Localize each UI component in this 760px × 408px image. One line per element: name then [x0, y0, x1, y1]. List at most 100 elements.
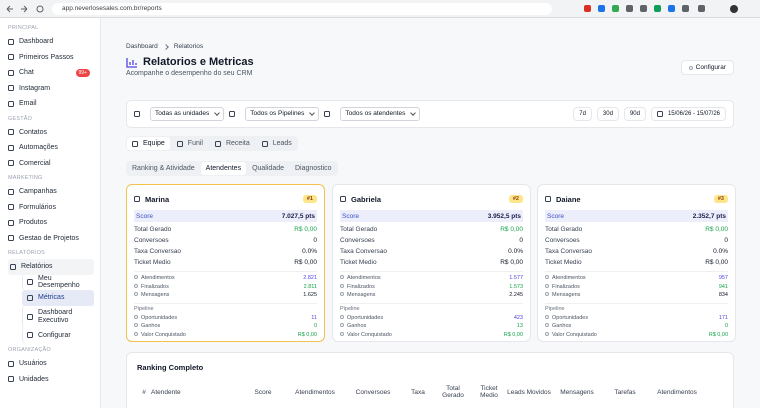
tab-label: Equipe	[143, 140, 165, 147]
metric-value: 0.0%	[713, 248, 728, 255]
metric-value: 0	[724, 237, 728, 244]
nav-item[interactable]: Formulários	[8, 200, 94, 216]
subtab[interactable]: Atendentes	[200, 162, 247, 175]
tabs: Equipe Funil Receita Leads	[126, 136, 298, 151]
column-header[interactable]: Conversoes	[355, 388, 391, 396]
stat-icon	[134, 283, 138, 288]
nav-item[interactable]: Instagram	[8, 81, 94, 97]
metric-value: 0	[519, 237, 523, 244]
column-header[interactable]: #	[142, 388, 146, 396]
column-header[interactable]: Atendimentos	[657, 388, 697, 396]
metric-row: Ticket Medio R$ 0,00	[340, 257, 523, 268]
subtab[interactable]: Qualidade	[252, 165, 284, 172]
stat-row: Oportunidades 423	[340, 314, 523, 323]
date-range[interactable]: 15/06/26 - 15/07/26	[650, 107, 726, 121]
filter-icon	[229, 111, 236, 117]
stat-value: 0	[313, 323, 317, 330]
stat: Oportunidades	[134, 314, 177, 321]
nav-label: Dashboard Executivo	[38, 308, 73, 324]
tab[interactable]: Receita	[210, 137, 255, 150]
stat-label: Finalizados	[141, 283, 169, 290]
nav-item[interactable]: Produtos	[8, 215, 94, 231]
stat-icon	[340, 292, 344, 297]
score-row: Score 3.952,5 pts	[340, 210, 523, 222]
nav-item[interactable]: Automações	[8, 140, 94, 156]
stat: Mensagens	[134, 292, 169, 298]
nav-label: Dashboard	[19, 38, 54, 46]
stat-value: 11	[311, 314, 317, 321]
column-header[interactable]: Leads Movidos	[507, 388, 551, 396]
stat-row: Valor Conquistado R$ 0,00	[340, 331, 523, 340]
nav-icon	[8, 144, 14, 151]
score-row: Score 2.352,7 pts	[545, 210, 728, 222]
nav-icon	[8, 376, 14, 383]
column-header[interactable]: Total Gerado	[442, 385, 464, 399]
nav-item[interactable]: Unidades	[8, 372, 94, 388]
nav-subitem[interactable]: Meu Desempenho	[22, 274, 94, 290]
stat-row: Oportunidades 171	[545, 314, 728, 323]
column-header[interactable]: Ticket Medio	[480, 385, 498, 399]
column-header[interactable]: Mensagens	[560, 388, 594, 396]
nav-item[interactable]: Email	[8, 96, 94, 112]
period-button[interactable]: 30d	[596, 107, 619, 121]
nav-item[interactable]: Relatórios	[8, 259, 94, 275]
nav-badge: 99+	[75, 69, 90, 77]
stat-icon	[340, 283, 344, 288]
nav-item[interactable]: Comercial	[8, 156, 94, 172]
nav-subitem[interactable]: Métricas	[22, 290, 94, 306]
stat: Mensagens	[340, 292, 375, 298]
metric-value: R$ 0,00	[705, 259, 728, 266]
configure-button[interactable]: Configurar	[680, 60, 734, 75]
column-header[interactable]: Atendente	[151, 388, 181, 396]
stat: Valor Conquistado	[545, 331, 597, 338]
nav-subitem[interactable]: Configurar	[22, 327, 94, 343]
period-button[interactable]: 90d	[623, 107, 646, 121]
nav-icon	[8, 360, 14, 367]
stat-row: Atendimentos 957	[545, 274, 728, 283]
metric-label: Conversoes	[545, 237, 580, 244]
divider	[134, 271, 317, 272]
stat-icon	[545, 275, 549, 280]
stat-label: Oportunidades	[347, 314, 384, 321]
stat-value: 1.625	[303, 292, 317, 299]
metric-value: R$ 0,00	[705, 226, 728, 233]
stat-icon	[545, 331, 549, 336]
nav-item[interactable]: Chat 99+	[8, 65, 94, 81]
nav-item[interactable]: Primeiros Passos	[8, 50, 94, 66]
period-button[interactable]: 7d	[573, 107, 592, 121]
nav-item[interactable]: Usuários	[8, 356, 94, 372]
tab[interactable]: Funil	[172, 137, 208, 150]
divider	[545, 271, 728, 272]
chevron	[162, 43, 169, 50]
nav-item[interactable]: Gestao de Projetos	[8, 231, 94, 247]
metric-row: Taxa Conversao 0.0%	[134, 246, 317, 257]
filter-select[interactable]: Todos os Pipelines	[245, 107, 320, 121]
breadcrumb-link[interactable]: Dashboard	[126, 43, 158, 50]
filter-select[interactable]: Todos os atendentes	[340, 107, 421, 121]
address-bar[interactable]: app.neverlosesales.com.br/reports	[52, 3, 552, 15]
nav-item[interactable]: Campanhas	[8, 184, 94, 200]
nav-label: Configurar	[38, 331, 71, 339]
nav-icons	[6, 5, 44, 13]
metric-label: Taxa Conversao	[340, 248, 387, 255]
stat-value: 171	[718, 314, 728, 321]
tab[interactable]: Equipe	[127, 137, 170, 150]
column-header[interactable]: Score	[254, 388, 272, 396]
column-header[interactable]: Atendimentos	[295, 388, 335, 396]
nav-icon	[8, 54, 14, 61]
stat-row: Mensagens 2.245	[340, 291, 523, 300]
nav-icon	[27, 279, 33, 286]
subtab[interactable]: Ranking & Atividade	[132, 165, 195, 172]
stat-row: Atendimentos 2.821	[134, 274, 317, 283]
nav-subitem[interactable]: Dashboard Executivo	[22, 305, 94, 328]
stat-label: Valor Conquistado	[552, 331, 597, 338]
nav-item[interactable]: Dashboard	[8, 34, 94, 50]
nav-icon	[8, 69, 14, 76]
column-header[interactable]: Tarefas	[614, 388, 636, 396]
tab[interactable]: Leads	[257, 137, 297, 150]
filter-select[interactable]: Todas as unidades	[150, 107, 225, 121]
nav-item[interactable]: Contatos	[8, 125, 94, 141]
column-header[interactable]: Taxa	[411, 388, 425, 396]
breadcrumb-current: Relatorios	[173, 43, 204, 50]
subtab[interactable]: Diagnostico	[295, 165, 332, 172]
